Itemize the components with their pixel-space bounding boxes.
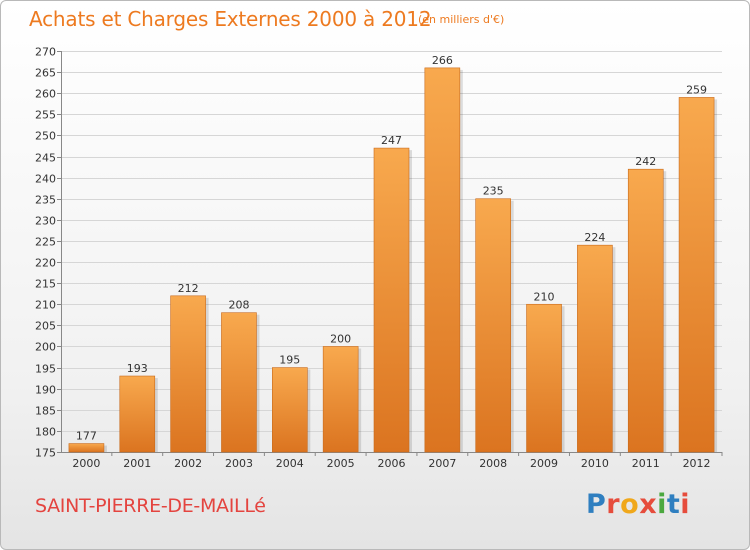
y-tick-label: 200 <box>35 341 56 354</box>
y-tick-label: 225 <box>35 236 56 249</box>
y-tick-label: 230 <box>35 215 56 228</box>
x-tick-label: 2001 <box>123 457 151 470</box>
y-tick-label: 205 <box>35 320 56 333</box>
proxiti-logo: Proxiti <box>586 489 690 520</box>
x-tick-label: 2000 <box>72 457 100 470</box>
x-tick-label: 2009 <box>530 457 558 470</box>
bar-value-label: 266 <box>432 54 453 67</box>
bar-value-label: 212 <box>178 282 199 295</box>
logo-letter: t <box>666 489 681 520</box>
y-tick-label: 180 <box>35 426 56 439</box>
bar <box>475 198 511 453</box>
bar-value-label: 259 <box>686 83 707 96</box>
y-tick-label: 235 <box>35 194 56 207</box>
logo-letter: r <box>606 489 621 520</box>
bar <box>272 367 308 453</box>
logo-letter: x <box>639 489 658 520</box>
bar <box>170 295 206 453</box>
y-tick-label: 215 <box>35 278 56 291</box>
bar <box>373 147 410 453</box>
y-tick-label: 270 <box>35 46 56 59</box>
y-tick-label: 260 <box>35 88 56 101</box>
y-tick-label: 175 <box>35 447 56 460</box>
x-tick-label: 2004 <box>276 457 304 470</box>
y-tick-label: 195 <box>35 363 56 376</box>
y-tick-label: 210 <box>35 299 56 312</box>
bar-value-label: 193 <box>127 362 148 375</box>
logo-letter: P <box>586 489 607 520</box>
bar-value-label: 242 <box>635 155 656 168</box>
x-tick-label: 2012 <box>683 457 711 470</box>
y-tick-label: 240 <box>35 173 56 186</box>
x-tick-label: 2007 <box>428 457 456 470</box>
bar <box>322 346 359 453</box>
logo-letter: i <box>680 489 691 520</box>
y-tick-label: 185 <box>35 405 56 418</box>
bar-value-label: 200 <box>330 332 351 345</box>
x-tick-label: 2003 <box>225 457 253 470</box>
bar <box>678 97 715 453</box>
x-tick-label: 2006 <box>378 457 406 470</box>
y-tick-label: 250 <box>35 130 56 143</box>
logo-letter: i <box>657 489 667 520</box>
bar <box>526 303 562 453</box>
bar <box>68 443 105 453</box>
bar <box>627 168 664 453</box>
x-tick-label: 2002 <box>174 457 202 470</box>
x-tick-label: 2011 <box>632 457 660 470</box>
bar-value-label: 235 <box>483 185 504 198</box>
x-tick-label: 2010 <box>581 457 609 470</box>
x-tick-label: 2008 <box>479 457 507 470</box>
bar <box>221 312 257 453</box>
bar-value-label: 210 <box>534 290 555 303</box>
bar <box>577 244 613 453</box>
y-tick-label: 190 <box>35 384 56 397</box>
chart-title: Achats et Charges Externes 2000 à 2012 <box>29 7 432 31</box>
bar-value-label: 208 <box>228 299 249 312</box>
y-tick-label: 245 <box>35 152 56 165</box>
x-tick-label: 2005 <box>327 457 355 470</box>
bar-value-label: 195 <box>279 354 300 367</box>
bar <box>119 375 156 453</box>
commune-name: SAINT-PIERRE-DE-MAILLé <box>35 495 266 517</box>
y-tick-label: 265 <box>35 67 56 80</box>
bar-value-label: 247 <box>381 134 402 147</box>
y-tick-label: 255 <box>35 109 56 122</box>
bar <box>424 67 461 453</box>
logo-letter: o <box>620 489 640 520</box>
chart-subtitle: (en milliers d'€) <box>418 13 505 26</box>
bar-value-label: 224 <box>584 231 605 244</box>
bar-value-label: 177 <box>76 430 97 443</box>
y-tick-label: 220 <box>35 257 56 270</box>
